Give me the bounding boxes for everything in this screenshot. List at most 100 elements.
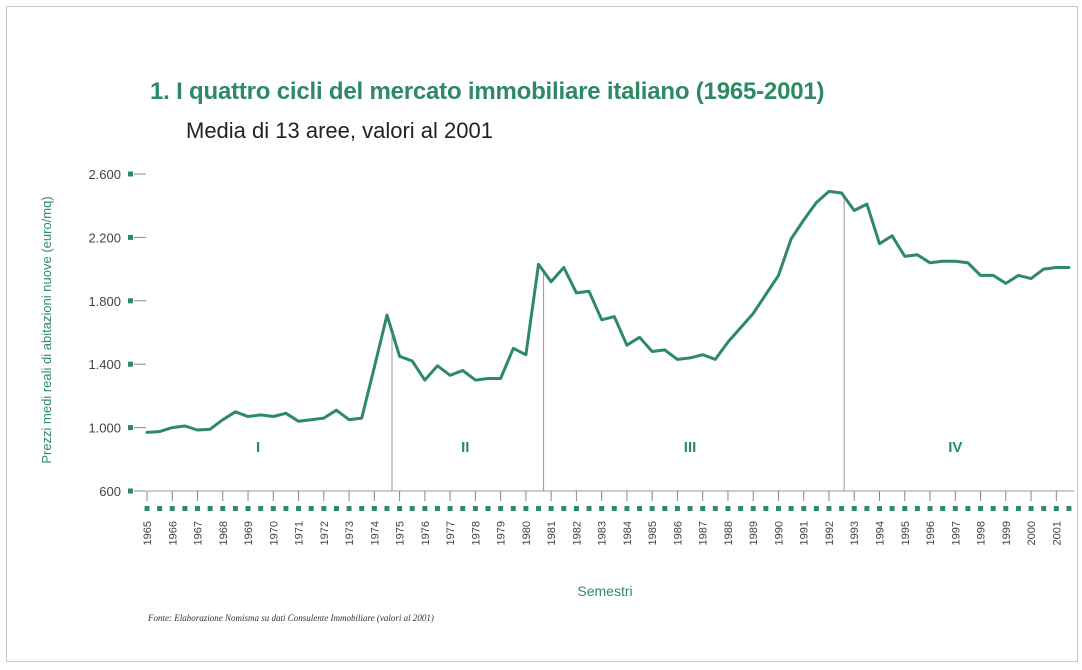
x-tick-marker [978, 506, 984, 511]
x-tick-marker [333, 506, 339, 511]
x-tick-marker [232, 506, 238, 511]
x-tick-label: 1965 [142, 521, 154, 545]
x-tick-marker [195, 506, 201, 511]
y-tick-marker [128, 171, 133, 177]
y-tick-marker [128, 488, 133, 494]
x-tick-marker [674, 506, 680, 511]
y-tick-label: 1.000 [88, 421, 121, 436]
x-tick-marker [725, 506, 731, 511]
x-tick-marker [384, 506, 390, 511]
y-tick-label: 1.400 [88, 357, 121, 372]
x-tick-marker [548, 506, 554, 511]
x-tick-marker [1053, 506, 1059, 511]
x-tick-marker [434, 506, 440, 511]
x-tick-marker [889, 506, 895, 511]
x-tick-marker [472, 506, 478, 511]
x-tick-marker [586, 506, 592, 511]
cycle-label: I [256, 439, 260, 456]
x-tick-marker [965, 506, 971, 511]
x-tick-label: 1987 [698, 521, 710, 545]
x-tick-label: 1984 [622, 521, 634, 545]
x-tick-marker [637, 506, 643, 511]
x-tick-marker [624, 506, 630, 511]
y-tick-marker [128, 298, 133, 304]
x-tick-marker [990, 506, 996, 511]
x-tick-label: 1991 [799, 521, 811, 545]
x-tick-marker [649, 506, 655, 511]
x-tick-label: 1980 [521, 521, 533, 545]
chart-frame [6, 6, 1078, 662]
x-tick-label: 1997 [950, 521, 962, 545]
x-tick-label: 1979 [496, 521, 508, 545]
x-tick-marker [611, 506, 617, 511]
x-tick-label: 1999 [1001, 521, 1013, 545]
y-tick-label: 1.800 [88, 294, 121, 309]
x-tick-marker [245, 506, 251, 511]
x-tick-marker [750, 506, 756, 511]
x-tick-label: 1989 [748, 521, 760, 545]
x-tick-marker [573, 506, 579, 511]
chart-subtitle: Media di 13 aree, valori al 2001 [186, 118, 493, 143]
x-tick-marker [1015, 506, 1021, 511]
x-tick-label: 2000 [1026, 521, 1038, 545]
x-tick-marker [826, 506, 832, 511]
x-tick-marker [498, 506, 504, 511]
y-tick-label: 2.600 [88, 167, 121, 182]
x-tick-label: 1992 [824, 521, 836, 545]
x-tick-label: 1969 [243, 521, 255, 545]
x-tick-label: 1970 [268, 521, 280, 545]
x-axis-label: Semestri [577, 583, 632, 599]
x-tick-marker [1028, 506, 1034, 511]
x-tick-marker [851, 506, 857, 511]
x-tick-marker [409, 506, 415, 511]
x-tick-marker [1003, 506, 1009, 511]
x-tick-marker [902, 506, 908, 511]
chart-title: 1. I quattro cicli del mercato immobilia… [150, 78, 825, 105]
x-tick-marker [308, 506, 314, 511]
x-tick-label: 1967 [193, 521, 205, 545]
x-tick-marker [207, 506, 213, 511]
series-line [145, 189, 1071, 434]
x-tick-label: 1978 [470, 521, 482, 545]
y-tick-marker [128, 425, 133, 431]
x-tick-label: 1974 [369, 521, 381, 545]
x-tick-marker [447, 506, 453, 511]
x-tick-marker [952, 506, 958, 511]
x-tick-marker [321, 506, 327, 511]
x-tick-marker [813, 506, 819, 511]
x-tick-label: 2001 [1051, 521, 1063, 545]
x-tick-label: 1976 [420, 521, 432, 545]
x-tick-label: 1977 [445, 521, 457, 545]
x-tick-marker [561, 506, 567, 511]
x-tick-marker [157, 506, 163, 511]
x-tick-marker [144, 506, 150, 511]
chart-source-note: Fonte: Elaborazione Nomisma su dati Cons… [148, 613, 434, 623]
x-tick-label: 1982 [571, 521, 583, 545]
x-tick-marker [1066, 506, 1072, 511]
x-tick-marker [788, 506, 794, 511]
x-tick-marker [296, 506, 302, 511]
x-tick-marker [775, 506, 781, 511]
x-tick-marker [712, 506, 718, 511]
x-tick-marker [864, 506, 870, 511]
x-tick-label: 1971 [294, 521, 306, 545]
x-tick-marker [927, 506, 933, 511]
x-tick-marker [1041, 506, 1047, 511]
x-tick-label: 1994 [875, 521, 887, 545]
y-tick-marker [128, 361, 133, 367]
x-tick-marker [940, 506, 946, 511]
x-tick-label: 1966 [167, 521, 179, 545]
x-tick-marker [422, 506, 428, 511]
x-tick-marker [460, 506, 466, 511]
x-tick-label: 1986 [672, 521, 684, 545]
x-tick-label: 1993 [849, 521, 861, 545]
x-tick-marker [220, 506, 226, 511]
x-tick-marker [738, 506, 744, 511]
x-tick-label: 1985 [647, 521, 659, 545]
cycle-label: IV [948, 439, 962, 456]
y-axis-label: Prezzi medi reali di abitazioni nuove (e… [39, 196, 54, 463]
x-tick-marker [371, 506, 377, 511]
y-tick-label: 600 [99, 484, 121, 499]
x-tick-marker [839, 506, 845, 511]
